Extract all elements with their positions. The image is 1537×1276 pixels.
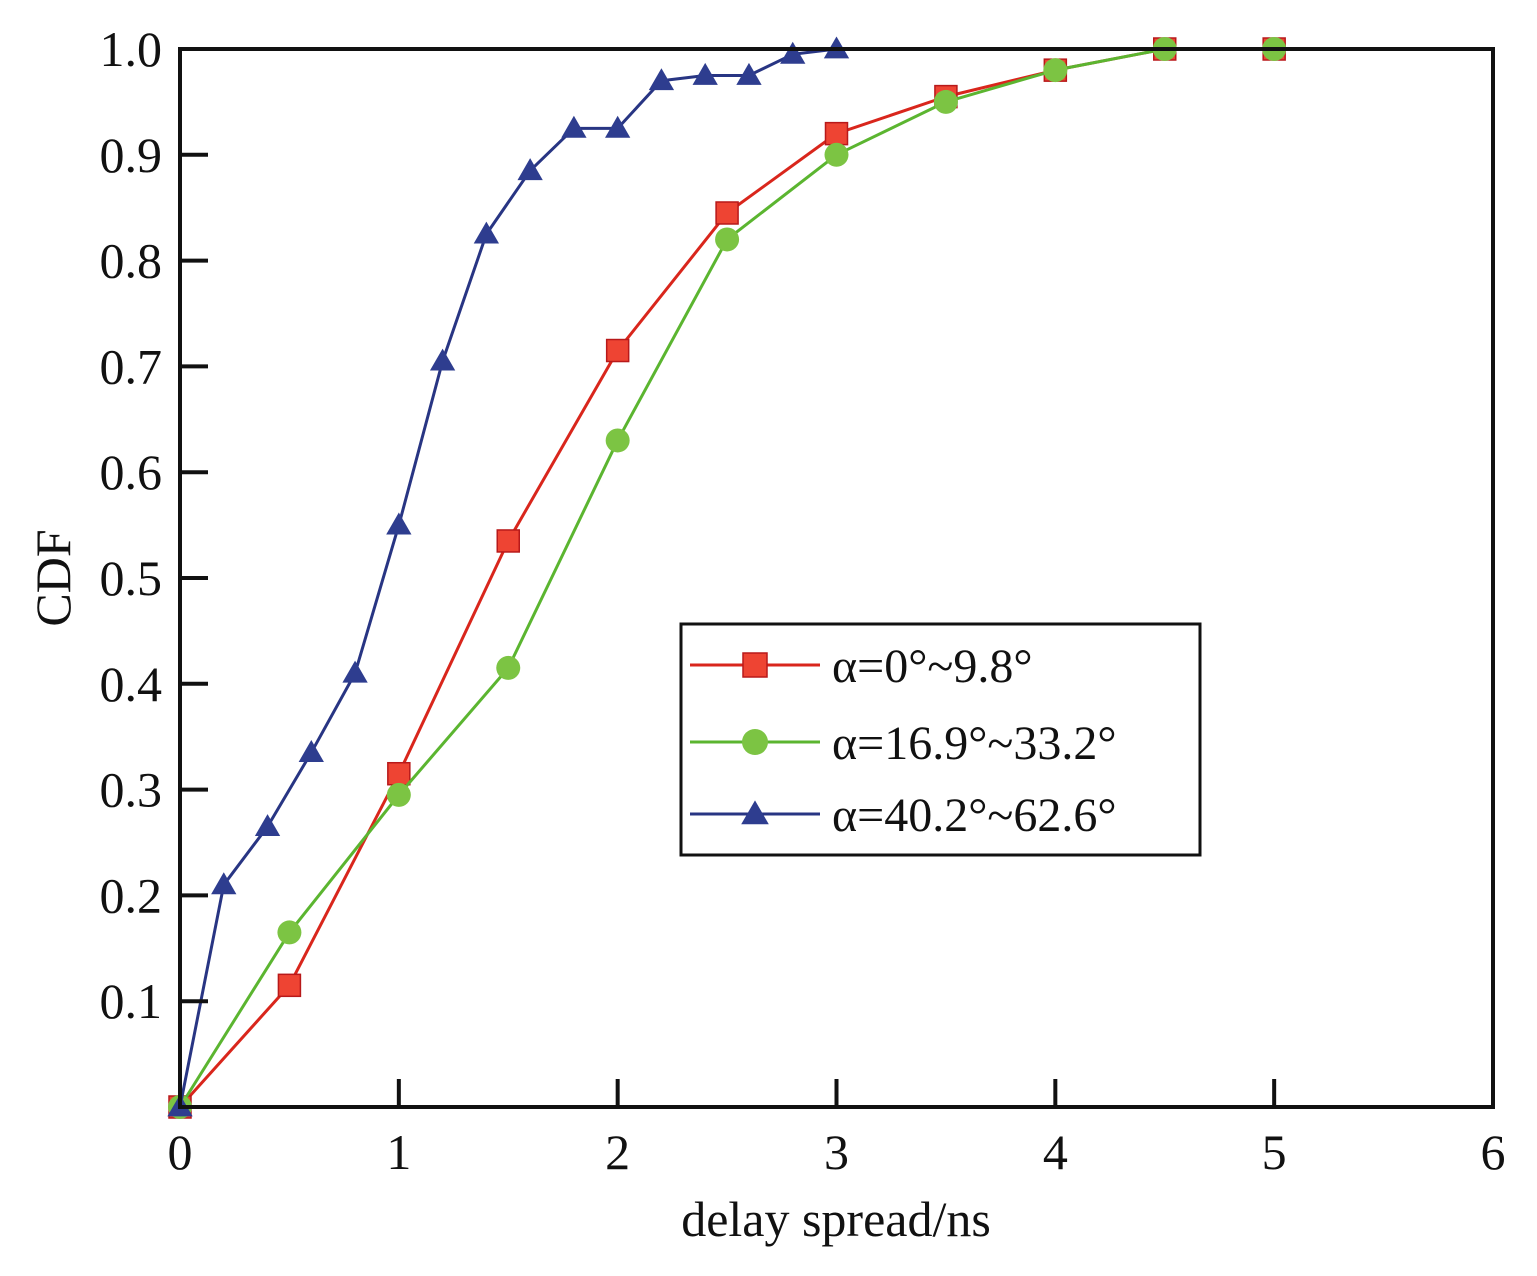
data-point-triangle bbox=[342, 660, 368, 683]
x-tick-label: 6 bbox=[1481, 1124, 1506, 1180]
data-point-circle bbox=[715, 227, 740, 252]
data-point-square bbox=[277, 973, 302, 998]
data-point-square bbox=[387, 761, 411, 786]
legend: α=0°~9.8° α=16.9°~33.2° α=40.2°~62.6° bbox=[679, 622, 1202, 857]
ticks-layer: 0 1 2 3 4 5 6 0.1 0.2 0.3 0.4 0.5 0.6 0.7 0.8 0.9 1.0 bbox=[100, 21, 1506, 1180]
legend-marker-square bbox=[742, 652, 768, 678]
data-point-circle bbox=[386, 782, 411, 807]
data-point-triangle bbox=[517, 158, 543, 181]
y-tick-label: 0.1 bbox=[100, 973, 163, 1029]
series-line bbox=[178, 47, 837, 1108]
data-point-triangle bbox=[473, 221, 500, 244]
data-point-square bbox=[715, 201, 739, 225]
legend-marker-circle bbox=[742, 729, 768, 755]
x-axis-label: delay spread/ns bbox=[681, 1191, 991, 1247]
data-point-triangle bbox=[736, 62, 762, 85]
x-tick-label: 5 bbox=[1262, 1124, 1287, 1180]
x-tick-label: 2 bbox=[605, 1124, 630, 1180]
y-tick-label: 0.7 bbox=[100, 338, 163, 394]
x-tick-label: 0 bbox=[168, 1124, 193, 1180]
x-tick-label: 4 bbox=[1043, 1124, 1068, 1180]
legend-label: α=40.2°~62.6° bbox=[832, 789, 1117, 842]
y-tick-label: 1.0 bbox=[100, 21, 163, 77]
y-tick-label: 0.9 bbox=[100, 127, 163, 183]
data-point-square bbox=[605, 338, 630, 363]
data-point-triangle bbox=[692, 62, 718, 85]
series-2 bbox=[168, 37, 1287, 1119]
data-point-triangle bbox=[780, 41, 806, 64]
y-axis-label: CDF bbox=[25, 529, 81, 626]
y-tick-label: 0.8 bbox=[100, 233, 163, 289]
data-point-circle bbox=[605, 428, 630, 453]
x-tick-label: 1 bbox=[386, 1124, 411, 1180]
legend-marker-triangle bbox=[741, 800, 769, 825]
y-tick-label: 0.4 bbox=[100, 656, 163, 712]
series-layer bbox=[167, 36, 1287, 1119]
data-point-circle bbox=[496, 655, 521, 680]
data-point-triangle bbox=[648, 68, 675, 91]
data-point-circle bbox=[1043, 58, 1068, 83]
data-point-triangle bbox=[254, 814, 281, 837]
data-point-triangle bbox=[211, 872, 237, 895]
data-point-circle bbox=[824, 142, 849, 167]
data-point-square bbox=[824, 121, 849, 146]
data-point-triangle bbox=[298, 740, 324, 762]
data-point-square bbox=[496, 529, 520, 553]
data-point-triangle bbox=[386, 512, 412, 535]
data-point-circle bbox=[933, 89, 958, 114]
legend-label: α=16.9°~33.2° bbox=[832, 717, 1117, 770]
data-point-triangle bbox=[429, 348, 456, 371]
x-tick-label: 3 bbox=[824, 1124, 849, 1180]
y-tick-label: 0.5 bbox=[100, 550, 163, 606]
y-tick-label: 0.3 bbox=[100, 762, 163, 818]
y-tick-label: 0.2 bbox=[100, 867, 163, 923]
legend-label: α=0°~9.8° bbox=[832, 640, 1033, 693]
data-point-triangle bbox=[605, 115, 631, 138]
data-point-circle bbox=[277, 920, 302, 945]
data-point-triangle bbox=[561, 115, 587, 138]
y-tick-label: 0.6 bbox=[100, 444, 163, 500]
